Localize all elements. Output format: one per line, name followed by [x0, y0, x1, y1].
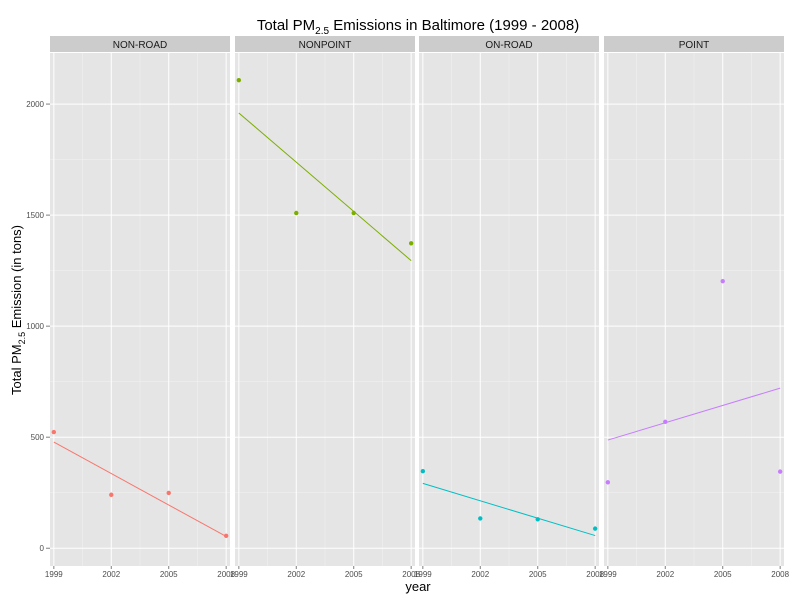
facet-strip	[50, 36, 230, 52]
trend-line	[53, 441, 227, 537]
data-point	[420, 469, 426, 474]
chart-title-sub: 2.5	[315, 26, 329, 37]
facet-nonpoint: NONPOINT 1999 2002 2005 2008	[230, 36, 421, 579]
y-axis-title: Total PM2.5 Emission (in tons)	[9, 225, 27, 395]
facet-panels: NON-ROAD 1999 2002 2005 2008 NONPOINT 1999 2002…	[45, 36, 790, 579]
x-tick-label: 1999	[599, 570, 617, 579]
facet-strip-label: NON-ROAD	[113, 40, 167, 51]
y-tick-label: 500	[31, 433, 45, 442]
data-point	[223, 533, 229, 539]
x-tick-label: 2002	[287, 570, 305, 579]
x-tick-label: 2008	[586, 570, 604, 579]
data-point	[109, 492, 114, 497]
data-point	[294, 210, 299, 216]
x-tick-label: 2008	[771, 570, 789, 579]
trend-line	[607, 387, 781, 441]
x-tick-label: 1999	[45, 570, 63, 579]
x-tick-label: 2002	[102, 570, 120, 579]
data-point	[408, 241, 414, 246]
x-tick-label: 2008	[402, 570, 420, 579]
x-tick-label: 2005	[714, 570, 732, 579]
data-point	[351, 210, 356, 216]
x-tick-label: 1999	[414, 570, 432, 579]
data-point	[236, 77, 242, 83]
data-point	[478, 516, 483, 521]
facet-strip	[419, 36, 599, 52]
y-axis: 0 500 1000 1500 2000	[26, 100, 50, 553]
facet-strip	[235, 36, 415, 52]
facet-non-road: NON-ROAD 1999 2002 2005 2008	[45, 36, 236, 579]
data-point	[51, 429, 57, 435]
facet-strip-label: NONPOINT	[299, 40, 352, 51]
data-point	[535, 517, 540, 522]
chart-title: Total PM2.5 Emissions in Baltimore (1999…	[257, 17, 579, 37]
data-point	[592, 526, 598, 531]
x-tick-label: 2008	[217, 570, 235, 579]
y-tick-label: 2000	[26, 100, 44, 109]
data-point	[166, 490, 171, 496]
x-axis-title: year	[405, 579, 431, 594]
x-tick-label: 2002	[471, 570, 489, 579]
x-tick-label: 2005	[345, 570, 363, 579]
x-tick-label: 2005	[529, 570, 547, 579]
data-point	[605, 480, 611, 485]
x-tick-label: 2005	[160, 570, 178, 579]
facet-strip	[604, 36, 784, 52]
facet-strip-label: POINT	[679, 40, 710, 51]
data-point	[663, 419, 668, 425]
y-tick-label: 1000	[26, 322, 44, 331]
x-tick-label: 1999	[230, 570, 248, 579]
y-axis-title-sub: 2.5	[17, 332, 27, 345]
data-point	[777, 469, 783, 474]
y-axis-title-prefix: Total PM	[9, 344, 24, 395]
facet-on-road: ON-ROAD 1999 2002 2005 2008	[414, 36, 605, 579]
x-tick-label: 2002	[656, 570, 674, 579]
chart-title-prefix: Total PM	[257, 17, 315, 34]
trend-line	[422, 482, 596, 537]
facet-point: POINT 1999 2002 2005 2008	[599, 36, 790, 579]
data-point	[720, 278, 725, 284]
y-tick-label: 1500	[26, 211, 44, 220]
chart-title-suffix: Emissions in Baltimore (1999 - 2008)	[329, 17, 579, 34]
y-axis-title-suffix: Emission (in tons)	[9, 225, 24, 332]
facet-strip-label: ON-ROAD	[485, 40, 532, 51]
trend-line	[238, 112, 412, 262]
y-tick-label: 0	[40, 544, 45, 553]
